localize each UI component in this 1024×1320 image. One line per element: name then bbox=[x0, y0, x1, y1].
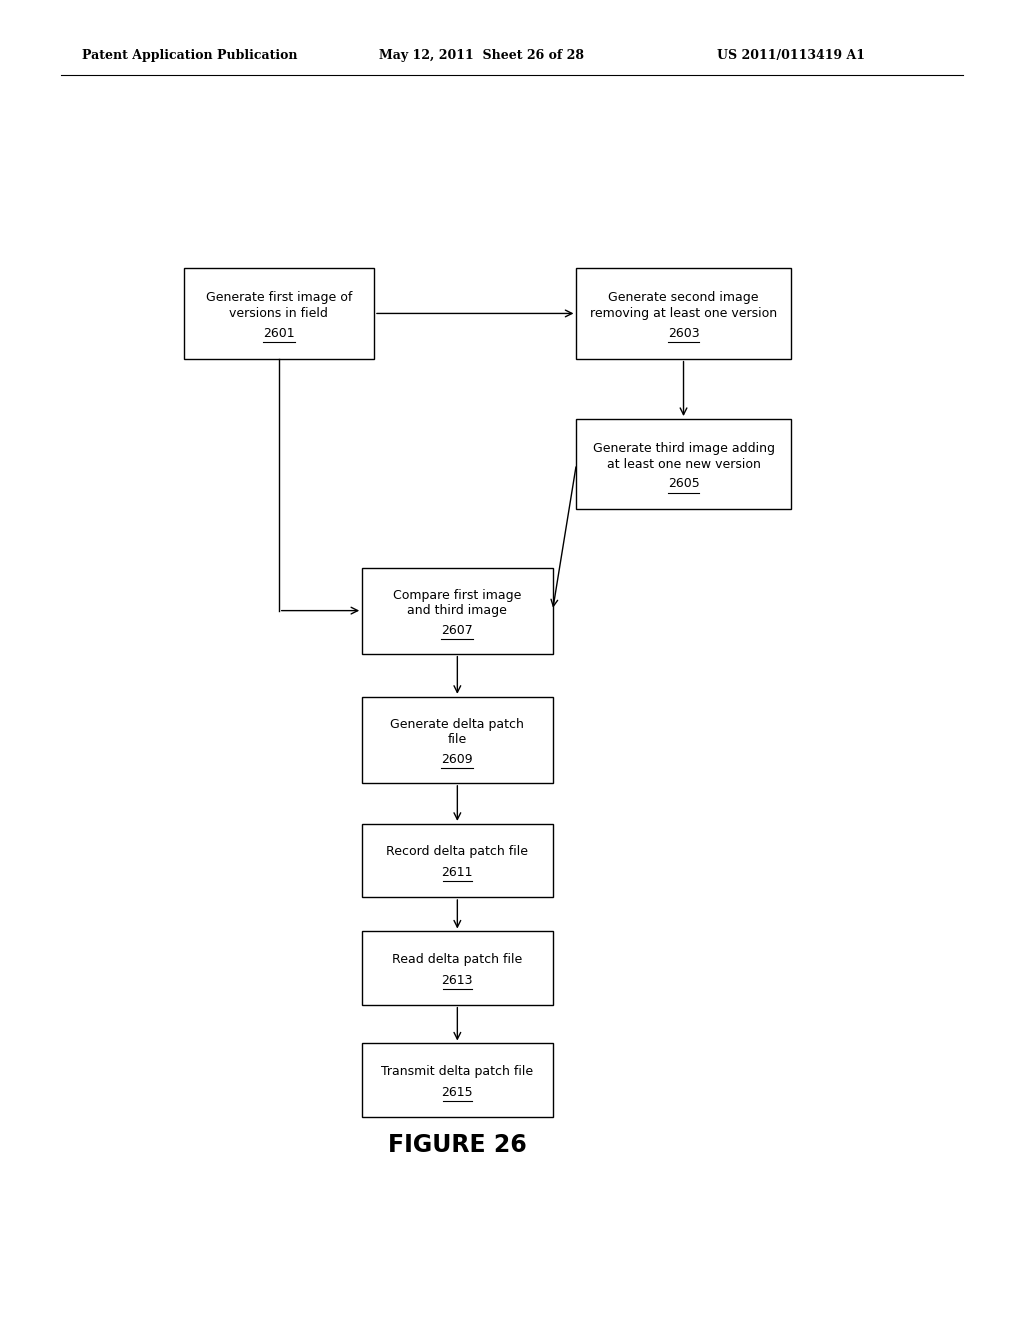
Text: 2605: 2605 bbox=[668, 478, 699, 491]
FancyBboxPatch shape bbox=[577, 268, 791, 359]
Text: 2615: 2615 bbox=[441, 1085, 473, 1098]
Text: FIGURE 26: FIGURE 26 bbox=[388, 1133, 526, 1156]
Text: Generate delta patch: Generate delta patch bbox=[390, 718, 524, 731]
FancyBboxPatch shape bbox=[362, 1043, 553, 1117]
Text: Patent Application Publication: Patent Application Publication bbox=[82, 49, 297, 62]
Text: and third image: and third image bbox=[408, 605, 507, 618]
Text: Compare first image: Compare first image bbox=[393, 589, 521, 602]
Text: Transmit delta patch file: Transmit delta patch file bbox=[381, 1065, 534, 1078]
Text: 2611: 2611 bbox=[441, 866, 473, 879]
Text: removing at least one version: removing at least one version bbox=[590, 308, 777, 319]
Text: versions in field: versions in field bbox=[229, 308, 329, 319]
Text: 2603: 2603 bbox=[668, 327, 699, 339]
Text: Read delta patch file: Read delta patch file bbox=[392, 953, 522, 966]
FancyBboxPatch shape bbox=[362, 568, 553, 653]
Text: 2607: 2607 bbox=[441, 624, 473, 638]
Text: Generate first image of: Generate first image of bbox=[206, 292, 352, 305]
FancyBboxPatch shape bbox=[577, 418, 791, 510]
Text: May 12, 2011  Sheet 26 of 28: May 12, 2011 Sheet 26 of 28 bbox=[379, 49, 584, 62]
Text: US 2011/0113419 A1: US 2011/0113419 A1 bbox=[717, 49, 865, 62]
Text: Generate third image adding: Generate third image adding bbox=[593, 442, 774, 455]
FancyBboxPatch shape bbox=[362, 824, 553, 898]
FancyBboxPatch shape bbox=[362, 932, 553, 1005]
Text: 2613: 2613 bbox=[441, 974, 473, 986]
Text: file: file bbox=[447, 734, 467, 746]
FancyBboxPatch shape bbox=[362, 697, 553, 783]
Text: Generate second image: Generate second image bbox=[608, 292, 759, 305]
Text: 2609: 2609 bbox=[441, 754, 473, 766]
Text: at least one new version: at least one new version bbox=[606, 458, 761, 471]
Text: 2601: 2601 bbox=[263, 327, 295, 339]
FancyBboxPatch shape bbox=[183, 268, 374, 359]
Text: Record delta patch file: Record delta patch file bbox=[386, 845, 528, 858]
